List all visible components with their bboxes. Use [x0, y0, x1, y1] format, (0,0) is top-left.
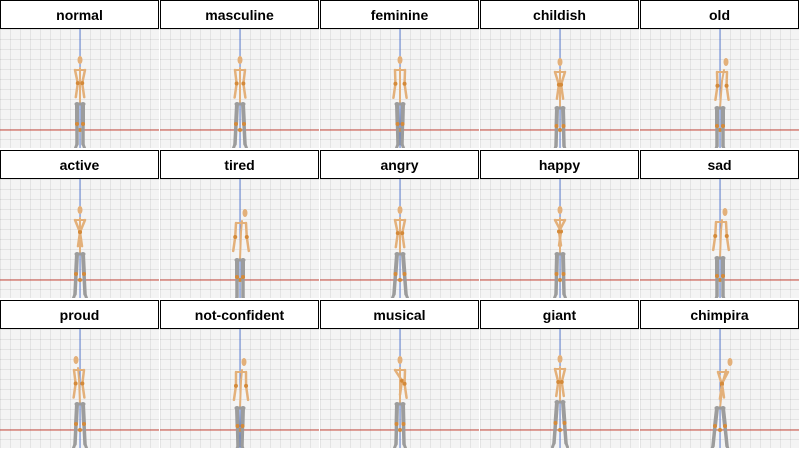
panel-label: active [0, 150, 159, 179]
skeleton-figure [710, 358, 733, 448]
origin-marker [718, 278, 722, 282]
animation-viewport [320, 179, 479, 298]
skeleton-figure [714, 58, 730, 148]
animation-viewport [0, 329, 159, 448]
panel-proud: proud [0, 300, 159, 448]
origin-marker [558, 278, 562, 282]
animation-viewport [640, 29, 799, 148]
panel-label: not-confident [160, 300, 319, 329]
panel-childish: childish [480, 0, 639, 148]
panel-label: old [640, 0, 799, 29]
origin-marker [718, 428, 722, 432]
panel-label: giant [480, 300, 639, 329]
origin-marker [398, 278, 402, 282]
panel-label: musical [320, 300, 479, 329]
skeleton-figure [72, 206, 88, 298]
panel-masculine: masculine [160, 0, 319, 148]
animation-viewport [160, 179, 319, 298]
skeleton-figure [711, 208, 731, 298]
viewport-scene [0, 29, 159, 148]
origin-marker [78, 128, 82, 132]
animation-viewport [640, 179, 799, 298]
skeleton-figure [232, 56, 248, 148]
viewport-scene [0, 329, 159, 448]
viewport-scene [640, 29, 799, 148]
viewport-scene [320, 329, 479, 448]
viewport-scene [160, 329, 319, 448]
panel-not-confident: not-confident [160, 300, 319, 448]
skeleton-figure [392, 56, 408, 148]
panel-giant: giant [480, 300, 639, 448]
animation-viewport [320, 29, 479, 148]
skeleton-figure [553, 58, 567, 148]
panel-label: chimpira [640, 300, 799, 329]
panel-active: active [0, 150, 159, 298]
skeleton-figure [393, 356, 408, 448]
panel-tired: tired [160, 150, 319, 298]
animation-viewport [480, 179, 639, 298]
panel-label: tired [160, 150, 319, 179]
origin-marker [238, 278, 242, 282]
animation-viewport [160, 29, 319, 148]
panel-old: old [640, 0, 799, 148]
origin-marker [238, 128, 242, 132]
viewport-scene [640, 329, 799, 448]
viewport-scene [0, 179, 159, 298]
origin-marker [78, 278, 82, 282]
skeleton-figure [391, 206, 409, 298]
panel-musical: musical [320, 300, 479, 448]
skeleton-figure [553, 206, 567, 298]
animation-viewport [320, 329, 479, 448]
viewport-scene [480, 29, 639, 148]
skeleton-figure [232, 358, 250, 448]
panel-label: normal [0, 0, 159, 29]
viewport-scene [160, 29, 319, 148]
viewport-scene [480, 179, 639, 298]
skeleton-figure [72, 356, 88, 448]
animation-viewport [640, 329, 799, 448]
origin-marker [558, 428, 562, 432]
skeleton-figure [551, 355, 569, 448]
origin-marker [398, 428, 402, 432]
panel-label: angry [320, 150, 479, 179]
panel-label: happy [480, 150, 639, 179]
viewport-scene [160, 179, 319, 298]
panel-normal: normal [0, 0, 159, 148]
panel-label: proud [0, 300, 159, 329]
panel-chimpira: chimpira [640, 300, 799, 448]
panel-label: feminine [320, 0, 479, 29]
animation-viewport [0, 29, 159, 148]
origin-marker [558, 128, 562, 132]
panel-angry: angry [320, 150, 479, 298]
animation-viewport [480, 329, 639, 448]
panel-happy: happy [480, 150, 639, 298]
origin-marker [718, 128, 722, 132]
skeleton-figure [231, 209, 251, 298]
panel-feminine: feminine [320, 0, 479, 148]
animation-viewport [160, 329, 319, 448]
animation-viewport [0, 179, 159, 298]
origin-marker [78, 428, 82, 432]
viewport-scene [480, 329, 639, 448]
viewport-scene [320, 29, 479, 148]
panel-label: sad [640, 150, 799, 179]
panel-label: masculine [160, 0, 319, 29]
panel-label: childish [480, 0, 639, 29]
skeleton-figure [73, 56, 87, 148]
viewport-scene [320, 179, 479, 298]
panel-sad: sad [640, 150, 799, 298]
viewport-scene [640, 179, 799, 298]
animation-viewport [480, 29, 639, 148]
